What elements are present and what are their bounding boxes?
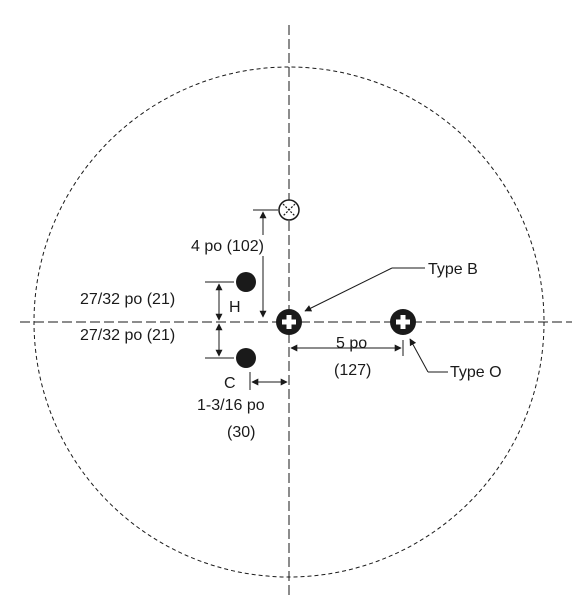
crossed-circle-icon (278, 199, 300, 221)
five-po-dimension (290, 340, 404, 356)
four-po-label: 4 po (102) (191, 238, 264, 255)
h-label: H (229, 299, 241, 316)
c-offset-label-line2: (30) (227, 424, 255, 441)
five-po-label-line2: (127) (334, 362, 371, 379)
type-o-leader (409, 338, 448, 373)
type-b-plus-circle-icon (276, 309, 302, 335)
h-to-center-label: 27/32 po (21) (80, 291, 175, 308)
type-o-plus-circle-icon (390, 309, 416, 335)
c-label: C (224, 375, 236, 392)
c-offset-dimension (249, 372, 288, 390)
hot-supply-dot (236, 272, 256, 292)
h-c-dimension (205, 281, 234, 359)
four-po-dimension (253, 209, 278, 318)
center-to-c-label: 27/32 po (21) (80, 327, 175, 344)
cold-supply-dot (236, 348, 256, 368)
c-offset-label-line1: 1-3/16 po (197, 397, 265, 414)
type-b-leader (304, 267, 425, 312)
five-po-label-line1: 5 po (336, 335, 367, 352)
type-b-label: Type B (428, 261, 478, 278)
type-o-label: Type O (450, 364, 502, 381)
